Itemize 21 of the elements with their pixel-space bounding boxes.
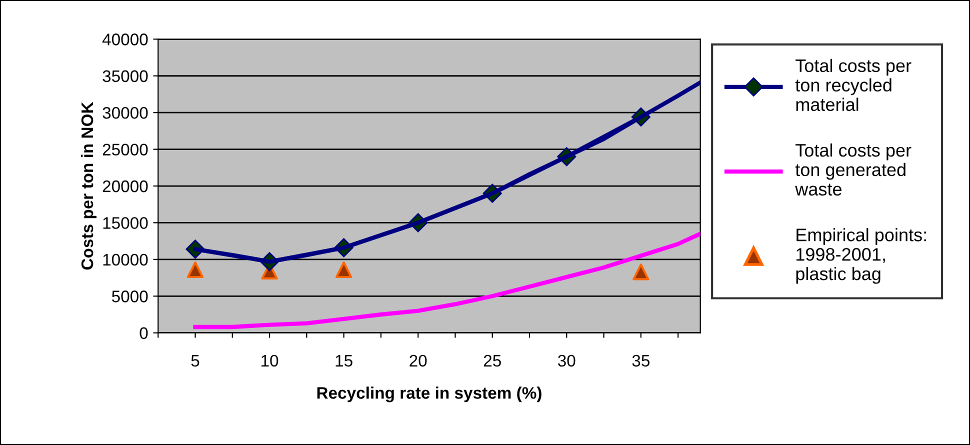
x-tick-label: 35 — [632, 354, 650, 367]
y-tick-label: 35000 — [102, 70, 148, 82]
legend-label: Total costs per ton generated waste — [795, 143, 912, 196]
x-tick-label: 15 — [336, 355, 352, 367]
legend-label: Empirical points: 1998-2001, plastic bag — [796, 228, 926, 284]
y-tick-label: 0 — [140, 327, 148, 340]
legend-label: Total costs per ton recycled material — [795, 58, 912, 112]
y-tick-label: 20000 — [102, 180, 148, 192]
y-tick-label: 10000 — [103, 254, 148, 266]
x-tick-label: 5 — [191, 355, 200, 367]
y-tick-label: 25000 — [102, 144, 148, 156]
y-axis-title: Costs per ton in NOK — [80, 102, 96, 270]
x-tick-label: 20 — [410, 354, 427, 367]
x-axis-title: Recycling rate in system (%) — [317, 386, 542, 402]
x-tick-label: 25 — [484, 354, 501, 367]
y-tick-label: 5000 — [112, 290, 148, 302]
y-tick-label: 15000 — [103, 217, 148, 229]
x-tick-label: 30 — [558, 354, 576, 367]
x-tick-label: 10 — [262, 354, 278, 367]
y-tick-label: 40000 — [102, 34, 148, 46]
y-tick-label: 30000 — [102, 106, 148, 119]
